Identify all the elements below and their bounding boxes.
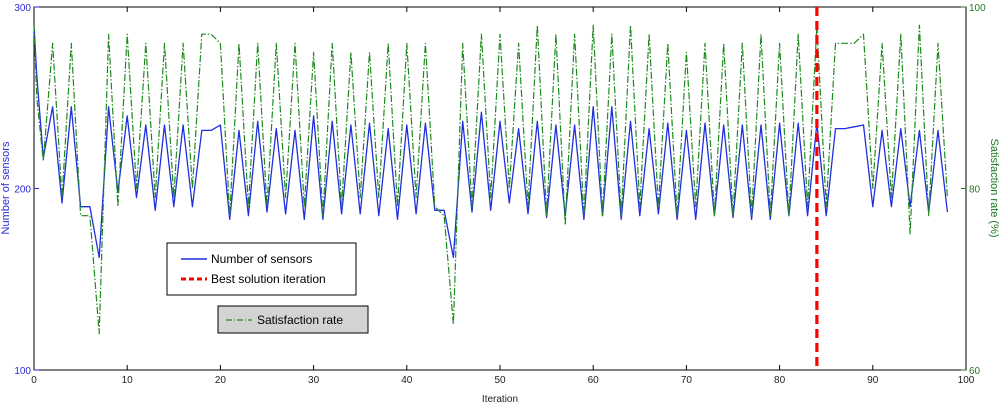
legend-satisfaction-label: Satisfaction rate [257, 313, 343, 327]
y-axis-label-right: Satisfaction rate (%) [988, 138, 1000, 237]
y-tick-label-right: 80 [969, 185, 981, 196]
legend-satisfaction: Satisfaction rate [217, 305, 369, 334]
x-tick-label: 90 [867, 375, 879, 386]
x-tick-label: 30 [308, 375, 320, 386]
x-axis-label: Iteration [482, 394, 518, 405]
x-tick-label: 80 [774, 375, 786, 386]
legend-box [166, 242, 357, 296]
y-tick-label-left: 300 [14, 3, 31, 14]
y-tick-label-right: 100 [969, 3, 986, 14]
y-axis-label-left: Number of sensors [0, 141, 12, 234]
series-layer [33, 7, 949, 370]
series-satisfaction-line [33, 24, 948, 335]
legend-satisfaction-box [217, 305, 369, 334]
y-tick-label-right: 60 [969, 366, 981, 377]
y-tick-label-left: 200 [14, 185, 31, 196]
x-tick-label: 0 [31, 375, 37, 386]
y-tick-label-left: 100 [14, 366, 31, 377]
x-tick-label: 100 [958, 375, 975, 386]
legend-best-label: Best solution iteration [211, 272, 326, 286]
legend-main: Number of sensors Best solution iteratio… [166, 242, 357, 296]
series-sensors-line [33, 25, 949, 259]
ticks-layer: 0 10 20 30 40 50 60 70 80 90 100 100 200 300 60 80 100 [14, 3, 986, 386]
x-tick-label: 50 [494, 375, 506, 386]
x-tick-label: 70 [681, 375, 693, 386]
x-tick-label: 20 [215, 375, 227, 386]
x-tick-label: 60 [588, 375, 600, 386]
x-tick-label: 10 [122, 375, 134, 386]
legend-sensors-label: Number of sensors [211, 252, 312, 266]
x-tick-label: 40 [401, 375, 413, 386]
